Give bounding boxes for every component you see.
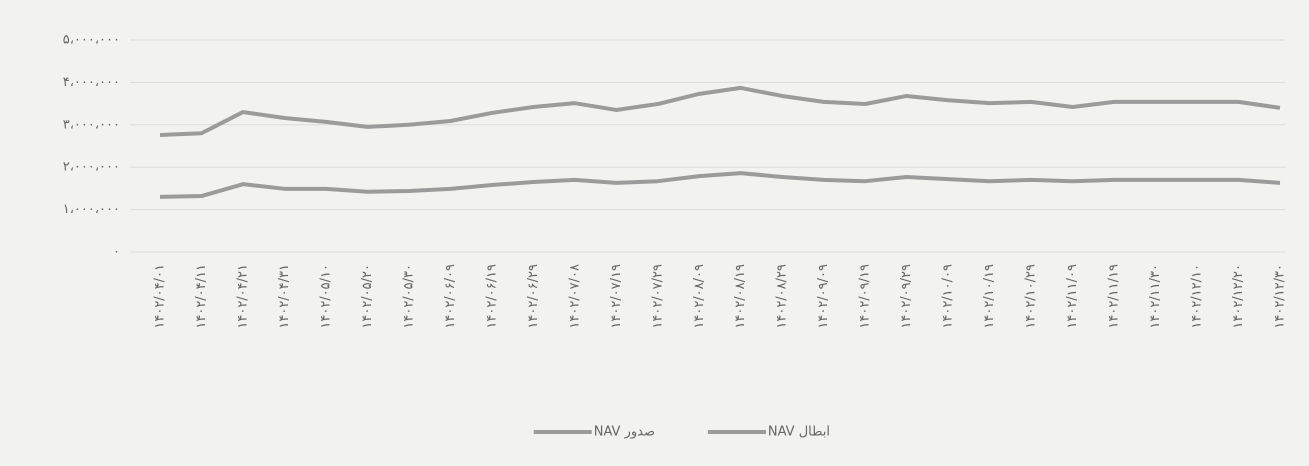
x-tick-label: ۱۴۰۲/۰۹/۱۹ bbox=[858, 264, 873, 329]
x-tick-label: ۱۴۰۲/۱۱/۰۹ bbox=[1065, 264, 1080, 329]
legend-label: صدور NAV bbox=[594, 425, 655, 440]
x-tick-label: ۱۴۰۲/۱۱/۳۰ bbox=[1148, 264, 1163, 329]
x-tick-label: ۱۴۰۲/۰۷/۰۸ bbox=[567, 264, 582, 329]
x-tick-label: ۱۴۰۲/۰۹/۲۹ bbox=[899, 264, 914, 329]
x-tick-label: ۱۴۰۲/۰۷/۱۹ bbox=[609, 264, 624, 329]
x-tick-label: ۱۴۰۲/۰۵/۱۰ bbox=[318, 264, 333, 329]
x-tick-label: ۱۴۰۲/۱۰/۱۹ bbox=[982, 264, 997, 329]
x-tick-label: ۱۴۰۲/۰۴/۰۱ bbox=[153, 264, 168, 329]
x-tick-label: ۱۴۰۲/۰۵/۳۰ bbox=[401, 264, 416, 329]
x-tick-label: ۱۴۰۲/۱۰/۰۹ bbox=[941, 264, 956, 329]
x-tick-label: ۱۴۰۲/۰۸/۲۹ bbox=[775, 264, 790, 329]
x-tick-label: ۱۴۰۲/۱۰/۲۹ bbox=[1024, 264, 1039, 329]
y-tick-label: ۲،۰۰۰،۰۰۰ bbox=[63, 160, 120, 175]
x-tick-label: ۱۴۰۲/۱۲/۲۰ bbox=[1231, 264, 1246, 329]
y-tick-label: ۳،۰۰۰،۰۰۰ bbox=[63, 117, 120, 132]
y-tick-label: ۱،۰۰۰،۰۰۰ bbox=[63, 202, 120, 217]
series-line bbox=[159, 85, 1281, 137]
x-tick-label: ۱۴۰۲/۱۲/۱۰ bbox=[1190, 264, 1205, 329]
x-tick-label: ۱۴۰۲/۰۵/۲۰ bbox=[360, 264, 375, 329]
y-tick-label: ۰ bbox=[113, 245, 120, 260]
x-tick-label: ۱۴۰۲/۰۹/۰۹ bbox=[816, 264, 831, 329]
legend-label: ابطال NAV bbox=[768, 425, 830, 440]
x-tick-label: ۱۴۰۲/۰۸/۰۹ bbox=[692, 264, 707, 329]
x-tick-label: ۱۴۰۲/۰۴/۱۱ bbox=[194, 264, 209, 329]
x-tick-label: ۱۴۰۲/۰۴/۳۱ bbox=[277, 264, 292, 329]
y-tick-label: ۴،۰۰۰،۰۰۰ bbox=[63, 75, 120, 90]
series-line bbox=[159, 171, 1281, 199]
x-tick-label: ۱۴۰۲/۱۲/۳۰ bbox=[1273, 264, 1288, 329]
x-tick-label: ۱۴۰۲/۰۷/۲۹ bbox=[650, 264, 665, 329]
x-tick-label: ۱۴۰۲/۰۶/۱۹ bbox=[484, 264, 499, 329]
x-tick-label: ۱۴۰۲/۰۴/۲۱ bbox=[235, 264, 250, 329]
x-tick-label: ۱۴۰۲/۰۸/۱۹ bbox=[733, 264, 748, 329]
x-tick-label: ۱۴۰۲/۱۱/۱۹ bbox=[1107, 264, 1122, 329]
x-tick-label: ۱۴۰۲/۰۶/۲۹ bbox=[526, 264, 541, 329]
x-tick-label: ۱۴۰۲/۰۶/۰۹ bbox=[443, 264, 458, 329]
y-tick-label: ۵،۰۰۰،۰۰۰ bbox=[63, 33, 120, 48]
